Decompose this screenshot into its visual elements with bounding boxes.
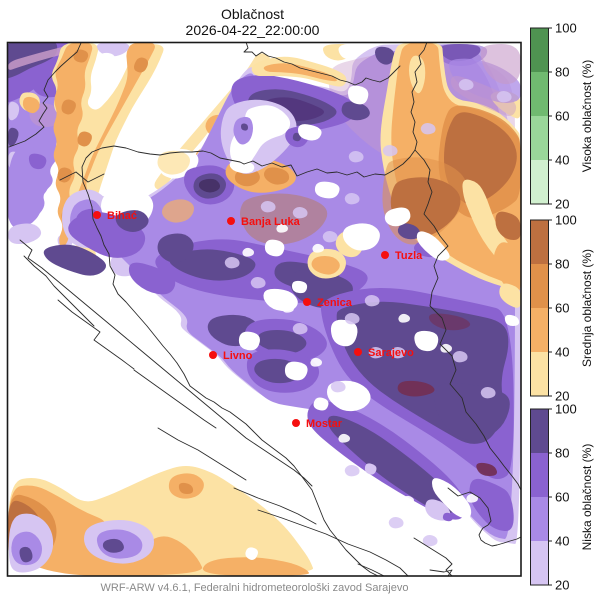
svg-text:Srednja oblačnost (%): Srednja oblačnost (%)	[580, 249, 594, 367]
svg-text:Zenica: Zenica	[317, 297, 353, 309]
svg-text:100: 100	[555, 402, 577, 417]
svg-text:Tuzla: Tuzla	[395, 250, 423, 262]
svg-text:Mostar: Mostar	[306, 418, 343, 430]
svg-text:60: 60	[555, 109, 569, 124]
svg-text:Oblačnost: Oblačnost	[221, 6, 284, 22]
svg-text:100: 100	[555, 213, 577, 228]
svg-text:60: 60	[555, 490, 569, 505]
svg-text:Sarajevo: Sarajevo	[368, 347, 414, 359]
svg-text:100: 100	[555, 21, 577, 36]
svg-text:Niska oblačnost (%): Niska oblačnost (%)	[580, 444, 594, 551]
svg-text:Bihać: Bihać	[107, 210, 137, 222]
svg-text:80: 80	[555, 257, 569, 272]
svg-text:Visoka oblačnost (%): Visoka oblačnost (%)	[580, 60, 594, 173]
svg-text:40: 40	[555, 345, 569, 360]
svg-text:40: 40	[555, 153, 569, 168]
svg-text:40: 40	[555, 534, 569, 549]
svg-text:80: 80	[555, 65, 569, 80]
svg-text:Banja Luka: Banja Luka	[241, 216, 301, 228]
svg-text:WRF-ARW v4.6.1, Federalni hidr: WRF-ARW v4.6.1, Federalni hidrometeorolo…	[101, 582, 409, 594]
svg-text:20: 20	[555, 389, 569, 404]
svg-text:20: 20	[555, 197, 569, 212]
svg-text:80: 80	[555, 446, 569, 461]
svg-text:20: 20	[555, 578, 569, 593]
svg-text:60: 60	[555, 301, 569, 316]
svg-text:2026-04-22_22:00:00: 2026-04-22_22:00:00	[186, 22, 320, 38]
svg-text:Livno: Livno	[223, 350, 253, 362]
